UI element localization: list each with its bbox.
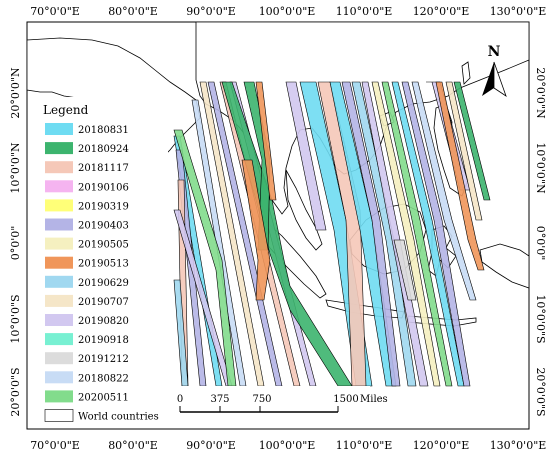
right-label-10n: 10°0'0"N bbox=[534, 142, 547, 194]
swath-orange-1 bbox=[241, 159, 271, 301]
bottom-label-110: 110°0'0"E bbox=[336, 439, 393, 452]
bottom-label-90: 90°0'0"E bbox=[186, 439, 236, 452]
scale-bar-label-375: 375 bbox=[210, 394, 229, 405]
legend-label: 20180924 bbox=[78, 144, 129, 155]
swath-layer bbox=[173, 81, 491, 387]
left-label-20n: 20°0'0"N bbox=[9, 67, 22, 119]
top-label-90: 90°0'0"E bbox=[186, 5, 236, 18]
north-arrow-label: N bbox=[488, 44, 501, 60]
legend-swatch bbox=[45, 199, 73, 212]
swath-orange-2 bbox=[255, 81, 277, 201]
bottom-label-130: 130°0'0"E bbox=[490, 439, 547, 452]
legend-swatch bbox=[45, 161, 73, 174]
swath-center-11 bbox=[411, 81, 477, 301]
right-label-20s: 20°0'0"S bbox=[534, 367, 547, 416]
legend-swatch bbox=[45, 123, 73, 135]
top-label-100: 100°0'0"E bbox=[259, 5, 316, 18]
legend-label: 20190513 bbox=[78, 259, 129, 270]
scale-bar-unit: Miles bbox=[360, 394, 388, 405]
bottom-label-80: 80°0'0"E bbox=[108, 439, 158, 452]
legend-swatch bbox=[45, 294, 73, 307]
left-graticule-labels: 20°0'0"N 10°0'0"N 0°0'0" 10°0'0"S 20°0'0… bbox=[9, 67, 22, 417]
legend-label: 20190403 bbox=[78, 221, 129, 232]
scale-bar-label-0: 0 bbox=[177, 394, 183, 405]
left-label-10n: 10°0'0"N bbox=[9, 142, 22, 194]
taiwan-coastline bbox=[461, 61, 471, 85]
legend: Legend 201808312018092420181117201901062… bbox=[40, 97, 168, 423]
legend-swatch bbox=[45, 237, 73, 250]
legend-swatch bbox=[44, 409, 74, 422]
legend-swatch bbox=[45, 352, 73, 365]
top-graticule-labels: 70°0'0"E 80°0'0"E 90°0'0"E 100°0'0"E 110… bbox=[30, 5, 546, 18]
scale-bar-label-1500: 1500 bbox=[333, 394, 358, 405]
bottom-label-70: 70°0'0"E bbox=[30, 439, 80, 452]
legend-label: 20190820 bbox=[78, 316, 129, 327]
right-label-0: 0°0'0" bbox=[534, 226, 547, 261]
legend-swatch bbox=[45, 142, 73, 155]
legend-swatch bbox=[45, 180, 73, 193]
scale-bar-background bbox=[174, 386, 370, 422]
new-guinea-coastline bbox=[479, 243, 530, 289]
swath-center-5 bbox=[351, 81, 417, 387]
right-graticule-labels: 20°0'0"N 10°0'0"N 0°0'0" 10°0'0"S 20°0'0… bbox=[534, 67, 547, 416]
swath-center-15 bbox=[453, 81, 491, 201]
legend-label: 20200511 bbox=[78, 392, 129, 403]
malay-peninsula-coastline bbox=[285, 169, 323, 251]
legend-label: 20190505 bbox=[78, 240, 129, 251]
legend-items: 20180831 20180924 20181117 20190106 20190319… bbox=[44, 123, 159, 423]
legend-label: 20191212 bbox=[78, 354, 129, 365]
legend-swatch bbox=[45, 390, 73, 403]
swath-center-4 bbox=[341, 81, 401, 387]
top-label-110: 110°0'0"E bbox=[336, 5, 393, 18]
swath-center-8 bbox=[381, 81, 453, 387]
top-label-80: 80°0'0"E bbox=[108, 5, 158, 18]
left-label-20s: 20°0'0"S bbox=[9, 367, 22, 416]
legend-label: 20190106 bbox=[78, 182, 129, 193]
left-label-10s: 10°0'0"S bbox=[9, 294, 22, 343]
legend-label: 20180831 bbox=[78, 125, 129, 136]
legend-label: 20190629 bbox=[78, 278, 129, 289]
legend-label: 20190319 bbox=[78, 201, 129, 212]
right-label-20n: 20°0'0"N bbox=[534, 67, 547, 119]
north-arrow-icon-highlight bbox=[493, 61, 507, 97]
legend-swatch bbox=[45, 371, 73, 384]
legend-label: 20190918 bbox=[78, 335, 129, 346]
swath-center-14 bbox=[445, 81, 483, 221]
legend-swatch bbox=[45, 256, 73, 269]
legend-swatch bbox=[45, 218, 73, 231]
legend-label: 20181117 bbox=[78, 163, 129, 174]
swath-center-16 bbox=[393, 239, 417, 301]
left-label-0: 0°0'0" bbox=[9, 226, 22, 261]
top-label-70: 70°0'0"E bbox=[30, 5, 80, 18]
swath-center-17 bbox=[285, 81, 327, 231]
top-label-120: 120°0'0"E bbox=[413, 5, 470, 18]
legend-swatch bbox=[45, 275, 73, 288]
legend-label: World countries bbox=[78, 412, 159, 423]
scale-bar: 0 375 750 1500 Miles bbox=[174, 386, 388, 422]
swath-center-10 bbox=[401, 81, 471, 387]
swath-center-13 bbox=[435, 81, 485, 271]
right-label-10s: 10°0'0"S bbox=[534, 294, 547, 343]
legend-swatch bbox=[45, 314, 73, 326]
legend-title: Legend bbox=[43, 103, 89, 117]
legend-swatch bbox=[45, 333, 73, 346]
swath-center-7 bbox=[371, 81, 441, 387]
swath-center-6 bbox=[361, 81, 429, 387]
bottom-label-100: 100°0'0"E bbox=[259, 439, 316, 452]
legend-label: 20180822 bbox=[78, 373, 129, 384]
bottom-label-120: 120°0'0"E bbox=[413, 439, 470, 452]
bottom-graticule-labels: 70°0'0"E 80°0'0"E 90°0'0"E 100°0'0"E 110… bbox=[30, 439, 546, 452]
north-arrow: N bbox=[482, 44, 507, 97]
legend-label: 20190707 bbox=[78, 297, 129, 308]
top-label-130: 130°0'0"E bbox=[490, 5, 547, 18]
scale-bar-label-750: 750 bbox=[252, 394, 271, 405]
